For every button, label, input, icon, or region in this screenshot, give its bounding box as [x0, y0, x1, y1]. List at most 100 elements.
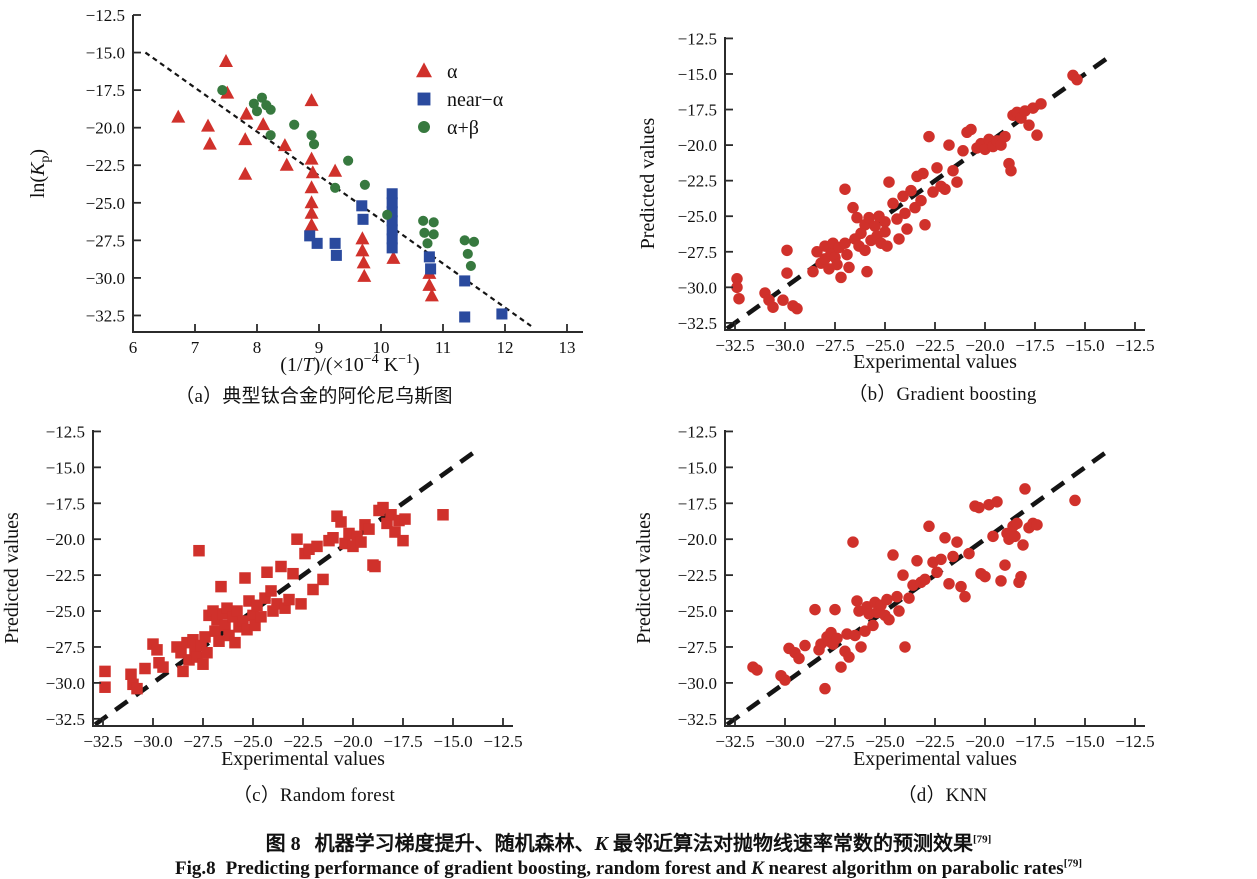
scatter-point: [289, 119, 300, 130]
scatter-point: [283, 593, 295, 606]
scatter-point: [939, 532, 951, 544]
y-tick-label: −22.5: [86, 156, 125, 175]
scatter-point: [256, 92, 268, 103]
scatter-point: [496, 308, 508, 320]
scatter-point: [835, 271, 847, 284]
axes: 6 7 8 9 10 11 12 13 −12.5 −15.0 −17.5 −20.0 −22.5 −25…: [86, 6, 583, 357]
scatter-point: [943, 577, 955, 590]
scatter-point: [809, 603, 821, 616]
scatter-point: [99, 665, 111, 678]
scatter-point: [831, 258, 843, 271]
caption-en-k: K: [751, 858, 764, 879]
scatter-point: [256, 117, 271, 131]
scatter-point: [265, 130, 276, 141]
y-tick-label: −27.5: [46, 638, 85, 657]
scatter-point: [201, 646, 213, 659]
scatter-point: [437, 509, 449, 521]
x-tick-label: −32.5: [83, 732, 122, 751]
scatter-point: [811, 246, 823, 258]
scatter-point: [863, 211, 875, 224]
scatter-point: [377, 501, 389, 514]
x-tick-label: −22.5: [915, 732, 954, 751]
scatter-point: [261, 566, 273, 579]
scatter-point: [1035, 98, 1047, 110]
x-tick-label: −17.5: [383, 732, 422, 751]
axes: −32.5 −30.0 −27.5 −25.0 −22.5 −20.0 −17.5 −15.0…: [46, 422, 523, 751]
caption-zh-reference: [79]: [973, 833, 992, 846]
scatter-point: [462, 248, 473, 259]
scatter-point: [1005, 164, 1017, 177]
scatter-point: [891, 590, 903, 603]
scatter-point: [399, 513, 411, 525]
x-tick-label: 8: [253, 338, 262, 357]
scatter-point: [905, 184, 917, 197]
x-tick-label: 6: [129, 338, 138, 357]
scatter-point: [397, 534, 409, 547]
y-tick-label: −15.0: [678, 65, 717, 84]
trend-dashed-line: [93, 449, 477, 727]
scatter-point: [328, 163, 343, 177]
scatter-point: [418, 121, 430, 133]
scatter-point: [931, 566, 943, 579]
scatter-point: [428, 217, 439, 228]
y-tick-label: −32.5: [678, 710, 717, 729]
scatter-point: [416, 62, 432, 78]
scatter-point: [867, 619, 879, 632]
scatter-point: [303, 543, 315, 556]
scatter-point: [386, 197, 398, 209]
scatter-point: [304, 217, 319, 231]
x-tick-label: −20.0: [333, 732, 372, 751]
scatter-point: [386, 206, 398, 218]
scatter-point: [259, 592, 271, 604]
scatter-point: [393, 514, 405, 527]
scatter-point: [917, 167, 929, 180]
scatter-point: [897, 190, 909, 203]
scatter-point: [939, 183, 951, 195]
scatter-point: [887, 197, 899, 210]
scatter-point: [1019, 483, 1031, 495]
x-tick-label: −22.5: [283, 732, 322, 751]
scatter-point: [869, 220, 881, 232]
figure-caption-zh: 图 8 机器学习梯度提升、随机森林、K 最邻近算法对抛物线速率常数的预测效果[79…: [0, 833, 1257, 856]
scatter-point: [238, 166, 253, 180]
scatter-point: [779, 674, 791, 686]
scatter-point: [899, 207, 911, 220]
y-tick-label: −17.5: [678, 494, 717, 513]
scatter-point: [385, 509, 397, 521]
y-axis-label: Predicted values: [633, 512, 655, 644]
scatter-point: [356, 255, 371, 269]
scatter-point: [879, 216, 891, 228]
scatter-point: [849, 629, 861, 642]
scatter-point: [973, 501, 985, 514]
scatter-point: [731, 273, 743, 285]
figure-number-zh: 图 8: [265, 833, 301, 855]
scatter-point: [239, 106, 254, 120]
scatter-point: [1009, 530, 1021, 543]
scatter-point: [213, 635, 225, 647]
scatter-point: [239, 572, 251, 584]
axes: −32.5 −30.0 −27.5 −25.0 −22.5 −20.0 −17.5 −15.0…: [678, 29, 1155, 355]
x-tick-label: −25.0: [865, 732, 904, 751]
scatter-point: [459, 235, 470, 246]
caption-zh-k: K: [594, 833, 608, 855]
y-tick-label: −30.0: [678, 674, 717, 693]
x-tick-label: −17.5: [1015, 732, 1054, 751]
scatter-point: [1023, 119, 1035, 131]
scatter-point: [468, 236, 480, 247]
scatter-point: [221, 602, 233, 614]
scatter-point: [389, 526, 401, 538]
y-tick-label: −32.5: [46, 710, 85, 729]
scatter-point: [386, 188, 398, 200]
scatter-point: [359, 179, 370, 190]
scatter-point: [265, 585, 277, 597]
axes: −32.5 −30.0 −27.5 −25.0 −22.5 −20.0 −17.5 −15.0…: [678, 422, 1155, 751]
scatter-point: [339, 537, 351, 550]
scatter-point: [175, 646, 187, 659]
x-tick-label: −15.0: [433, 732, 472, 751]
scatter-point: [955, 580, 967, 593]
figure-row-top: 6 7 8 9 10 11 12 13 −12.5 −15.0 −17.5 −20.0 −22.5 −25…: [0, 0, 1257, 418]
caption-zh-text-1: 机器学习梯度提升、随机森林、: [314, 833, 595, 855]
scatter-point: [311, 237, 323, 249]
scatter-point: [223, 629, 235, 642]
scatter-point: [423, 251, 435, 263]
